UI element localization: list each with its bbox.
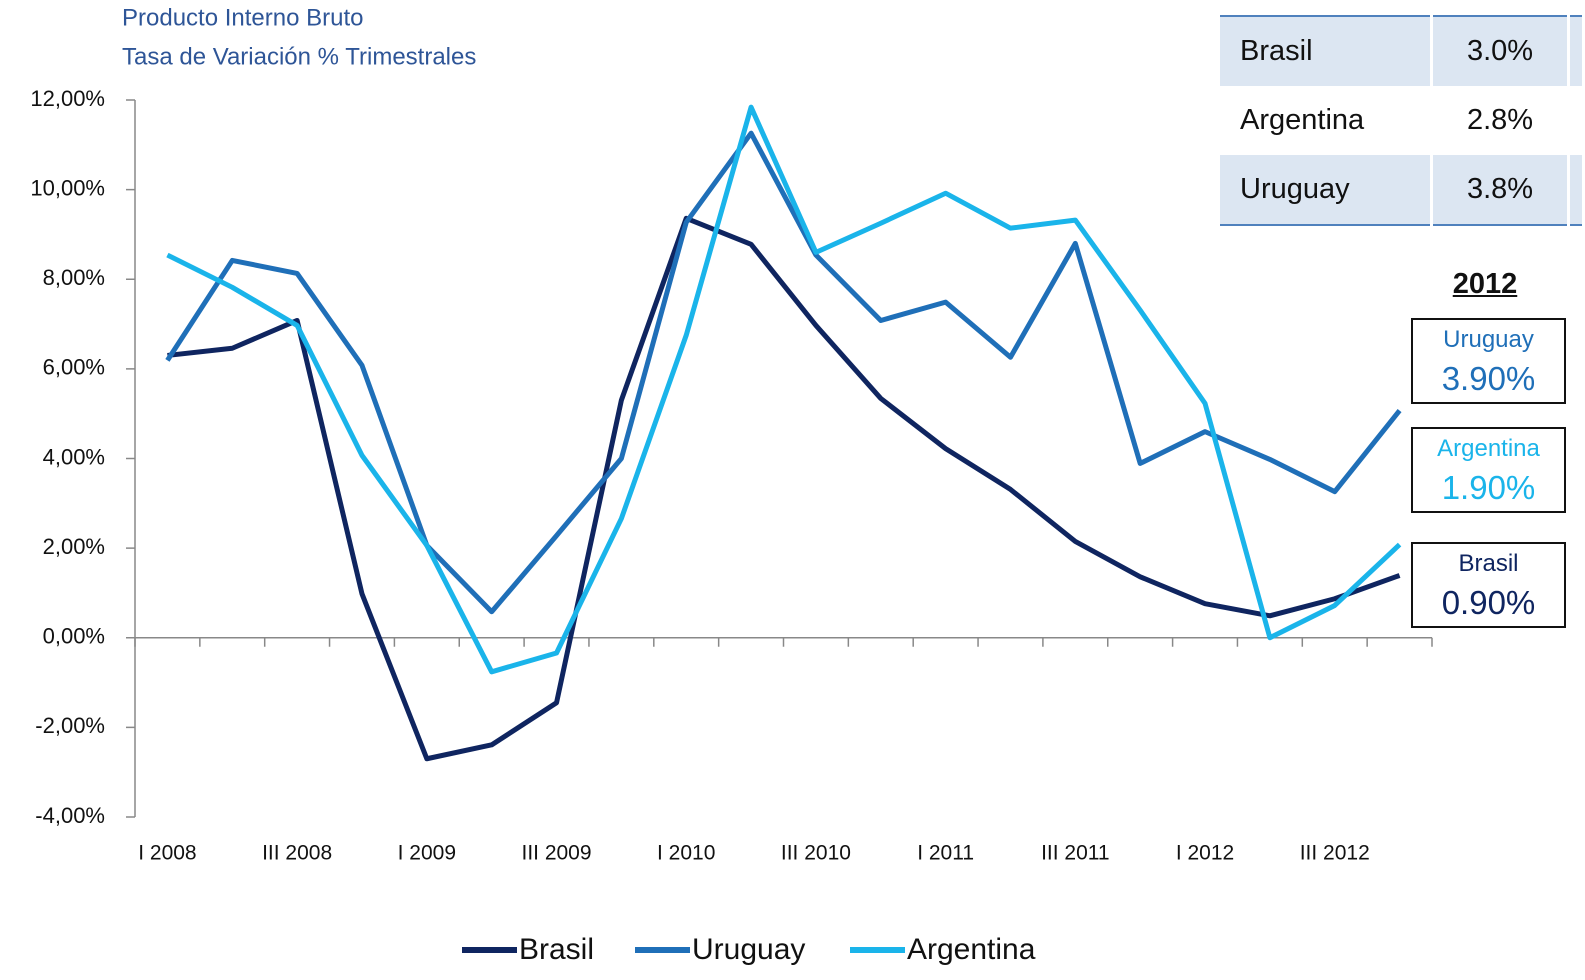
series-line [165, 130, 1402, 615]
box-name: Brasil [1458, 550, 1519, 577]
x-tick-label: III 2008 [262, 842, 332, 865]
series-line [167, 215, 1401, 762]
table-cell: 3.0% [1431, 16, 1570, 86]
table-cell: Uruguay [1220, 155, 1433, 225]
table-cell: Brasil [1220, 16, 1433, 86]
box-value: 1.90% [1441, 469, 1536, 506]
series-line [166, 104, 1402, 675]
table-cell [1568, 155, 1585, 225]
summary-table: Brasil 3.0% Argentina 2.8% Uruguay 3.8% [1220, 15, 1585, 226]
year-heading: 2012 [1452, 268, 1518, 300]
x-tick-label: I 2012 [1176, 842, 1234, 865]
y-tick-label: 6,00% [43, 355, 105, 380]
y-tick-label: -2,00% [35, 713, 105, 738]
box-value: 3.90% [1441, 360, 1536, 397]
chart-subtitle: Tasa de Variación % Trimestrales [122, 43, 476, 70]
table-cell [1568, 86, 1585, 155]
x-tick-label: III 2010 [781, 842, 851, 865]
legend-label: Uruguay [692, 933, 805, 966]
table-row: Brasil 3.0% [1220, 16, 1585, 86]
legend-label: Argentina [907, 933, 1036, 966]
y-tick-label: 0,00% [43, 624, 105, 649]
y-tick-label: 12,00% [30, 86, 105, 111]
chart-title: Producto Interno Bruto [122, 4, 363, 31]
box-name: Argentina [1437, 435, 1540, 462]
legend-label: Brasil [519, 933, 594, 966]
x-tick-label: III 2011 [1041, 842, 1110, 865]
x-tick-label: I 2011 [917, 842, 974, 865]
table-row: Uruguay 3.8% [1220, 155, 1585, 225]
x-tick-label: I 2008 [138, 842, 196, 865]
x-tick-label: I 2010 [657, 842, 715, 865]
y-tick-label: -4,00% [35, 803, 105, 828]
table-cell: 2.8% [1431, 86, 1570, 155]
table-cell: 3.8% [1431, 155, 1570, 225]
table-row: Argentina 2.8% [1220, 86, 1585, 155]
y-tick-label: 4,00% [43, 444, 105, 469]
y-tick-label: 8,00% [43, 265, 105, 290]
y-tick-label: 10,00% [30, 175, 105, 200]
table-cell [1568, 16, 1585, 86]
year-box: Uruguay 3.90% [1411, 318, 1566, 404]
year-box: Argentina 1.90% [1411, 427, 1566, 513]
box-value: 0.90% [1441, 584, 1536, 621]
x-tick-label: III 2012 [1300, 842, 1370, 865]
y-tick-label: 2,00% [43, 534, 105, 559]
year-box: Brasil 0.90% [1411, 542, 1566, 628]
box-name: Uruguay [1443, 326, 1534, 353]
x-tick-label: I 2009 [398, 842, 456, 865]
table-cell: Argentina [1220, 86, 1433, 155]
x-tick-label: III 2009 [521, 842, 591, 865]
